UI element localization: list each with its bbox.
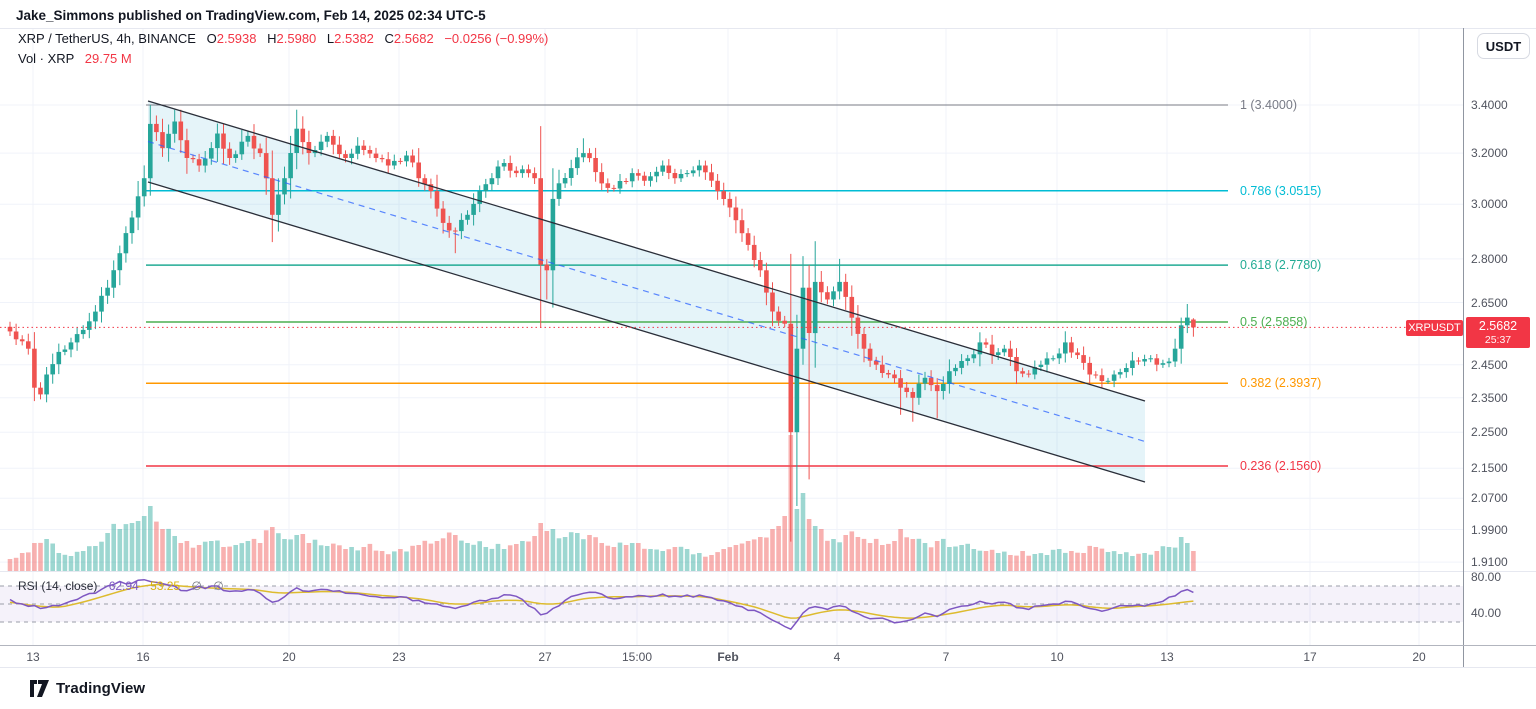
price-axis-label: 3.2000 [1471,146,1508,161]
time-axis-border [0,645,1536,646]
last-price-symbol-tag: XRPUSDT [1406,320,1463,336]
tradingview-logo-text: TradingView [56,680,146,697]
price-axis-label: 1.9900 [1471,522,1508,537]
volume-value: 29.75 M [84,51,132,66]
last-price-value: 2.5682 [1478,319,1518,334]
symbol-info-row: XRP / TetherUS, 4h, BINANCE O2.5938 H2.5… [18,31,548,46]
ohlc-open-label: O [206,31,217,46]
ohlc-high-value: 2.5980 [276,31,317,46]
price-axis-label: 1.9100 [1471,555,1508,570]
time-axis-label: 4 [833,650,841,664]
rsi-axis-label: 40.00 [1471,606,1502,620]
time-axis-label: 23 [392,650,406,664]
rsi-axis-label: 80.00 [1471,570,1502,584]
fib-level-label: 0.236 (2.1560) [1240,459,1322,474]
fib-level-label: 1 (3.4000) [1240,98,1297,112]
price-axis-label: 2.0700 [1471,491,1508,506]
price-axis-label: 2.6500 [1471,295,1508,310]
price-axis-label: 2.2500 [1471,425,1508,440]
pane-separator [0,571,1536,572]
ohlc-close-label: C [384,31,394,46]
time-axis-label: 16 [136,650,150,664]
rsi-name: RSI (14, close) [18,579,98,593]
ohlc-low-label: L [326,31,335,46]
last-price-tag: 2.5682 25:37 [1466,317,1530,348]
time-axis-label: 13 [26,650,40,664]
tradingview-logo-icon [30,680,49,697]
time-axis-label: 15:00 [621,650,653,664]
header-separator [0,28,1536,29]
price-axis-label: 2.8000 [1471,251,1508,266]
time-axis-label: 20 [282,650,296,664]
ohlc-open-value: 2.5938 [216,31,257,46]
time-axis-label: 27 [538,650,552,664]
price-axis-label: 3.4000 [1471,98,1508,112]
time-axis-label: 10 [1050,650,1064,664]
ohlc-low-value: 2.5382 [334,31,374,46]
ohlc-close-value: 2.5682 [393,31,434,46]
volume-info-row: Vol · XRP 29.75 M [18,51,132,66]
rsi-indicator-legend: RSI (14, close) 62.94 53.25 ∅ ∅ [18,579,224,593]
time-axis-label: Feb [717,650,739,664]
tradingview-logo[interactable]: TradingView [30,680,145,697]
fib-level-label: 0.5 (2.5858) [1240,314,1308,329]
fib-level-label: 0.618 (2.7780) [1240,258,1322,273]
price-axis-label: 2.1500 [1471,461,1508,476]
bar-countdown: 25:37 [1484,333,1512,346]
price-axis-label: 3.0000 [1471,197,1508,212]
symbol-title: XRP / TetherUS, 4h, BINANCE [18,31,196,46]
time-axis-label: 20 [1412,650,1426,664]
currency-unit-button[interactable]: USDT [1477,33,1530,59]
price-axis-label: 2.4500 [1471,357,1508,372]
price-axis-border [1463,28,1464,667]
ohlc-high-label: H [267,31,277,46]
rsi-hide-icon[interactable]: ∅ [191,579,202,593]
time-axis-label: 7 [942,650,950,664]
rsi-ma-value: 53.25 [150,579,181,593]
change-value: −0.0256 (−0.99%) [444,31,549,46]
time-axis-label: 13 [1160,650,1174,664]
attribution-text: Jake_Simmons published on TradingView.co… [16,8,486,23]
rsi-settings-icon[interactable]: ∅ [213,579,224,593]
rsi-value: 62.94 [108,579,139,593]
volume-label: Vol · XRP [18,51,75,66]
time-axis-label: 17 [1303,650,1317,664]
fib-level-label: 0.786 (3.0515) [1240,183,1322,198]
price-axis-label: 2.3500 [1471,390,1508,405]
bottom-separator [0,667,1536,668]
chart-layers [0,29,1463,645]
fib-level-label: 0.382 (2.3937) [1240,376,1322,391]
